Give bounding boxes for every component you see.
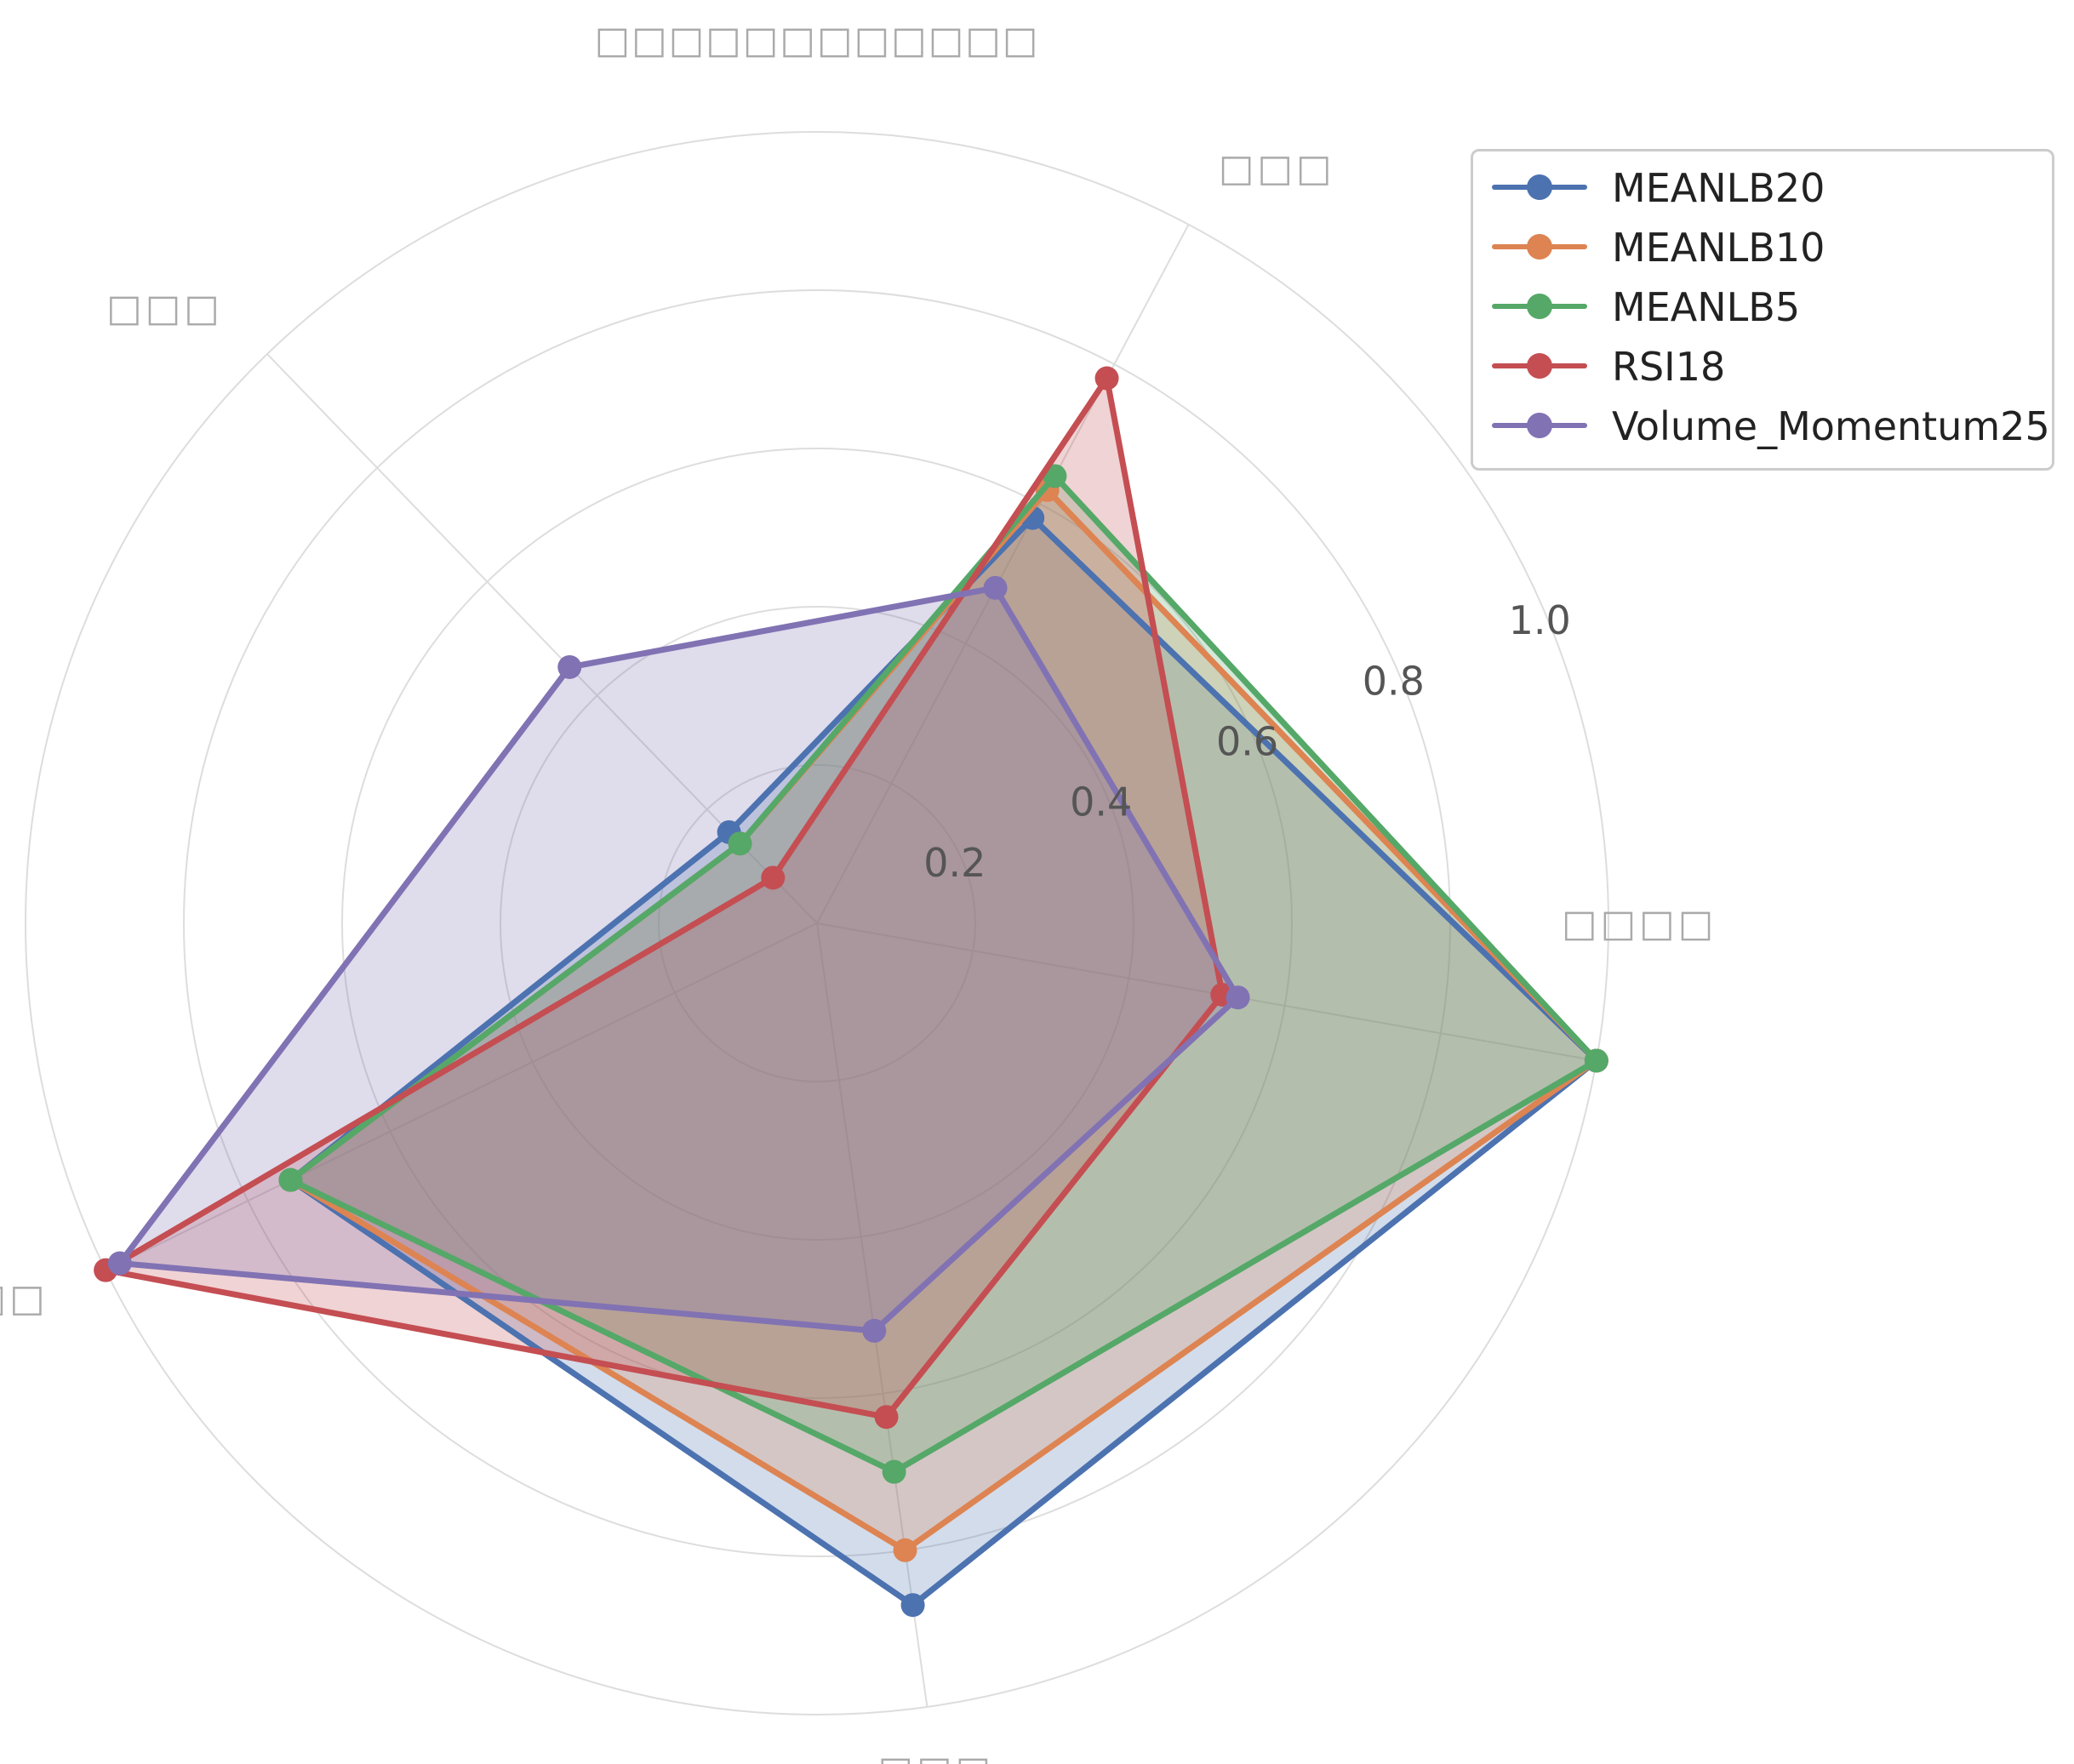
series-fill-volume_momentum25	[119, 587, 1238, 1331]
legend-item-volume_momentum25: Volume_Momentum25	[1473, 400, 2052, 451]
legend-label: MEANLB10	[1612, 225, 1825, 271]
axis-spoke	[105, 922, 818, 1271]
axis-labels: □□□□□□□□□□□□□□□□	[0, 147, 1717, 1764]
legend-item-meanlb5: MEANLB5	[1473, 281, 2052, 332]
legend-label: MEANLB20	[1612, 165, 1825, 211]
grid-circle	[25, 131, 1609, 1715]
radial-tick-label: 0.4	[1070, 779, 1132, 825]
series-point-rsi18-1	[1094, 366, 1119, 391]
legend-label: MEANLB5	[1612, 284, 1801, 330]
legend-swatch-marker	[1527, 353, 1552, 379]
radial-tick-label: 0.6	[1216, 718, 1278, 764]
legend-item-meanlb10: MEANLB10	[1473, 221, 2052, 272]
radar-grid	[25, 131, 1609, 1715]
radial-tick-labels: 0.2 0.4 0.6 0.8 1.0	[923, 597, 1571, 886]
series-point-volume_momentum25-0	[1226, 985, 1250, 1010]
series-point-meanlb20-4	[900, 1593, 925, 1618]
series-line-meanlb20	[287, 515, 1600, 1608]
series-fill-meanlb10	[290, 489, 1597, 1550]
legend: MEANLB20 MEANLB10 MEANLB5 RSI18 Volume_Momen…	[1471, 149, 2054, 471]
axis-label-2: □□□	[106, 287, 223, 330]
legend-item-meanlb20: MEANLB20	[1473, 162, 2052, 213]
axis-spoke	[816, 922, 1597, 1062]
axis-label-1: □□□	[1219, 147, 1335, 191]
radial-tick-label: 1.0	[1509, 597, 1571, 643]
series-point-volume_momentum25-1	[983, 575, 1008, 600]
grid-circle	[341, 448, 1293, 1399]
series-point-volume_momentum25-3	[107, 1251, 132, 1276]
axis-spoke	[816, 224, 1190, 924]
radial-tick-label: 0.2	[923, 840, 986, 886]
legend-swatch-marker	[1527, 413, 1552, 438]
series-point-meanlb5-4	[882, 1459, 906, 1484]
axis-label-0: □□□□	[1562, 902, 1717, 945]
radial-tick-label: 0.8	[1363, 658, 1425, 704]
legend-item-rsi18: RSI18	[1473, 340, 2052, 391]
legend-swatch-marker	[1527, 174, 1552, 200]
grid-circle	[658, 764, 976, 1082]
series-fills	[106, 378, 1597, 1606]
grid-circle	[500, 606, 1134, 1241]
series-lines	[94, 366, 1608, 1618]
series-point-meanlb5-0	[1584, 1048, 1608, 1073]
series-line-rsi18	[102, 375, 1226, 1420]
legend-label: Volume_Momentum25	[1612, 403, 2050, 449]
axis-spoke	[816, 922, 928, 1708]
series-point-volume_momentum25-2	[557, 654, 582, 679]
axis-label-4: □□□	[878, 1749, 995, 1764]
series-point-meanlb5-3	[278, 1167, 303, 1192]
legend-swatch-marker	[1527, 294, 1552, 319]
series-line-volume_momentum25	[117, 585, 1242, 1334]
chart-title: □□□□□□□□□□□□	[595, 19, 1040, 62]
series-point-rsi18-4	[874, 1405, 899, 1430]
series-fill-meanlb20	[290, 517, 1597, 1606]
legend-swatch-marker	[1527, 234, 1552, 260]
axis-label-3: □□□	[0, 1277, 49, 1321]
series-point-meanlb10-4	[893, 1538, 917, 1562]
series-point-meanlb5-2	[728, 831, 752, 856]
series-fill-rsi18	[106, 378, 1223, 1418]
series-point-rsi18-2	[761, 865, 786, 890]
series-point-volume_momentum25-4	[862, 1318, 887, 1343]
legend-label: RSI18	[1612, 344, 1726, 390]
